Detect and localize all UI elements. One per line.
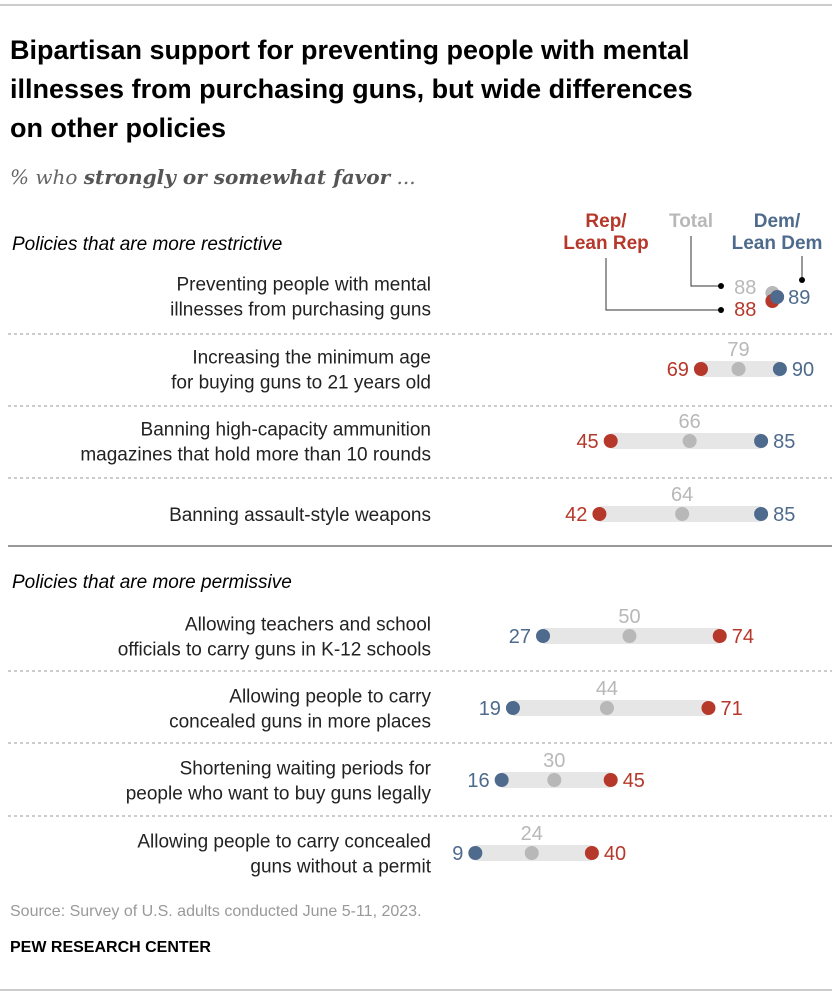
row-label: Banning assault-style weapons: [169, 505, 431, 526]
legend-total: Total: [669, 211, 713, 232]
title-line-1: Bipartisan support for preventing people…: [10, 35, 690, 65]
legend-rep-2: Lean Rep: [563, 233, 649, 254]
row-label: Shortening waiting periods for: [180, 759, 432, 780]
value-rep: 74: [732, 626, 754, 648]
value-total: 66: [679, 411, 701, 433]
dot-dem: [770, 290, 785, 304]
value-total: 24: [521, 823, 543, 845]
value-total: 50: [618, 606, 640, 628]
dot-rep: [693, 362, 708, 376]
brand-logo: PEW RESEARCH CENTER: [10, 939, 211, 956]
value-total: 44: [596, 678, 618, 700]
source-note: Source: Survey of U.S. adults conducted …: [10, 903, 422, 920]
row-label: for buying guns to 21 years old: [171, 373, 431, 394]
value-dem: 85: [773, 504, 795, 526]
legend-dem: Dem/: [754, 211, 801, 232]
dot-dem: [468, 846, 483, 860]
dot-dem: [494, 773, 509, 787]
dot-rep: [584, 846, 599, 860]
value-rep: 42: [565, 504, 587, 526]
value-total: 30: [543, 750, 565, 772]
row-label: Allowing teachers and school: [185, 615, 431, 636]
connector-dot: [799, 277, 805, 283]
row-label: concealed guns in more places: [169, 712, 431, 733]
row-label: Allowing people to carry concealed: [137, 832, 431, 853]
value-rep: 40: [604, 843, 626, 865]
dot-rep: [592, 507, 607, 521]
row-label: Banning high-capacity ammunition: [141, 420, 431, 441]
section-heading: Policies that are more permissive: [12, 572, 292, 593]
value-rep: 45: [623, 770, 645, 792]
dot-total: [731, 362, 746, 376]
dot-dem: [536, 629, 551, 643]
dot-total: [524, 846, 539, 860]
row-label: Increasing the minimum age: [192, 348, 431, 369]
value-rep: 88: [734, 299, 756, 321]
value-dem: 9: [452, 843, 463, 865]
row-label: Preventing people with mental: [176, 275, 431, 296]
dot-dem: [505, 701, 520, 715]
dot-dem: [754, 434, 769, 448]
value-rep: 69: [667, 359, 689, 381]
dot-total: [547, 773, 562, 787]
dot-rep: [701, 701, 716, 715]
connector-dot: [718, 307, 724, 313]
row-label: officials to carry guns in K-12 schools: [118, 640, 431, 661]
value-dem: 89: [788, 287, 810, 309]
title-line-2: illnesses from purchasing guns, but wide…: [10, 74, 693, 104]
dot-rep: [603, 434, 618, 448]
value-dem: 85: [773, 431, 795, 453]
value-dem: 16: [467, 770, 489, 792]
dot-total: [599, 701, 614, 715]
dot-total: [682, 434, 697, 448]
row-label: Allowing people to carry: [229, 687, 431, 708]
section-heading: Policies that are more restrictive: [12, 234, 282, 255]
connector-total: [690, 236, 720, 287]
dot-dem: [754, 507, 769, 521]
row-label: magazines that hold more than 10 rounds: [80, 445, 431, 466]
connector-dot: [718, 283, 724, 289]
connector-rep: [605, 258, 720, 311]
subtitle: % who strongly or somewhat favor ...: [10, 165, 416, 189]
dot-total: [675, 507, 690, 521]
row-label: guns without a permit: [250, 857, 431, 878]
dot-dem: [772, 362, 787, 376]
title-line-3: on other policies: [10, 113, 226, 143]
row-label: illnesses from purchasing guns: [170, 300, 431, 321]
dot-total: [622, 629, 637, 643]
value-total: 64: [671, 484, 693, 506]
value-total: 88: [734, 277, 756, 299]
value-dem: 90: [792, 359, 814, 381]
value-rep: 45: [576, 431, 598, 453]
value-dem: 19: [479, 698, 501, 720]
legend-dem-2: Lean Dem: [732, 233, 823, 254]
dot-rep: [603, 773, 618, 787]
value-total: 79: [727, 339, 749, 361]
value-dem: 27: [509, 626, 531, 648]
row-label: people who want to buy guns legally: [126, 784, 432, 805]
dot-rep: [712, 629, 727, 643]
legend-rep: Rep/: [585, 211, 627, 232]
value-rep: 71: [720, 698, 742, 720]
